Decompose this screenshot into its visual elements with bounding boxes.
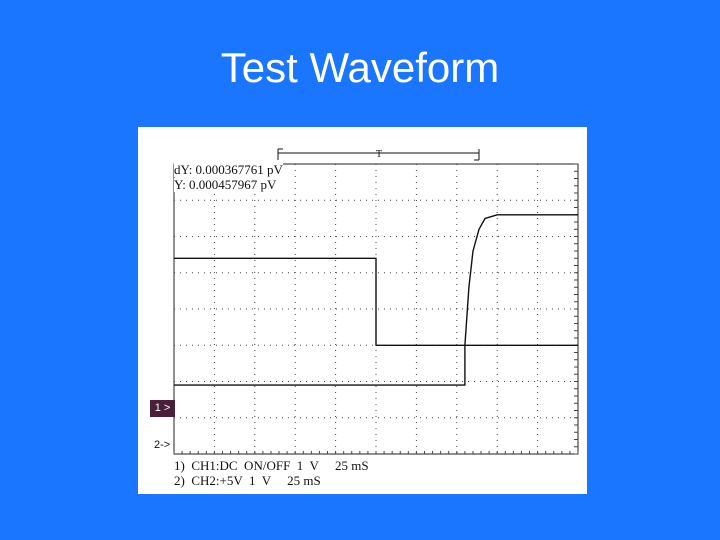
oscilloscope-panel: T dY: 0.000367761 pV Y: 0.000457967 pV 1… [138,127,587,494]
traces [174,214,578,386]
trace-channel-1 [174,257,578,347]
channel-1-marker[interactable]: 1 > [150,400,175,417]
slide-title: Test Waveform [220,44,500,91]
footer-ch1-settings: 1) CH1:DC ON/OFF 1 V 25 mS [174,458,369,473]
footer-ch2-settings: 2) CH2:+5V 1 V 25 mS [174,473,321,488]
trace-channel-2 [174,214,578,386]
channel-2-marker[interactable]: 2-> [154,439,171,451]
time-cursor-bar[interactable]: T [277,148,480,161]
readout-y: Y: 0.000457967 pV [174,177,277,192]
readout-dy: dY: 0.000367761 pV [174,162,283,177]
cursor-label: T [376,149,382,160]
waveform-plot: T [173,148,579,455]
